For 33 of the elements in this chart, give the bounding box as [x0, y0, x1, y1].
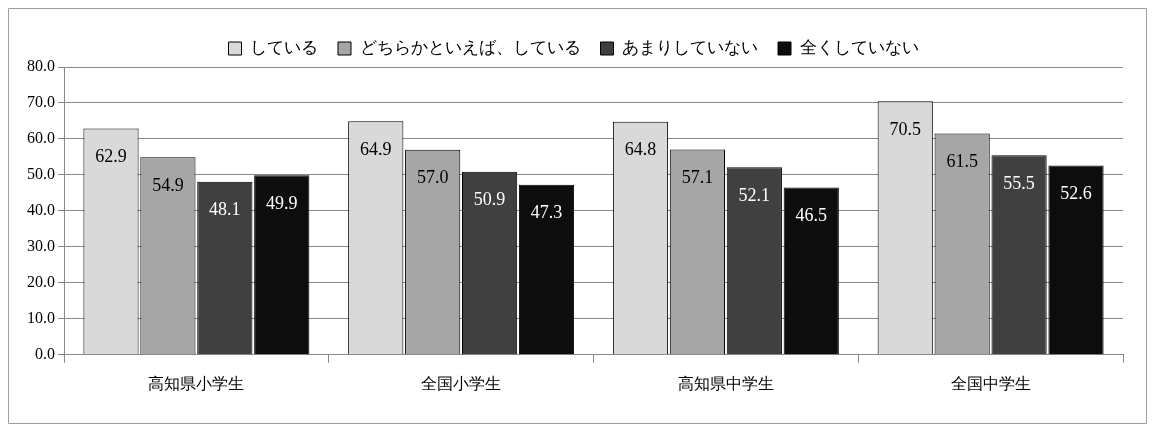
y-tick-label: 0.0 [35, 345, 55, 362]
data-label: 64.8 [624, 139, 657, 160]
y-tick-label: 70.0 [27, 93, 55, 111]
y-tick-label: 30.0 [27, 237, 55, 255]
y-tick-label: 40.0 [27, 201, 55, 219]
y-tick-label: 20.0 [27, 273, 55, 291]
data-label: 64.9 [359, 139, 392, 160]
data-label: 47.3 [530, 202, 563, 223]
legend-label: 全くしていない [799, 37, 919, 57]
data-label: 52.1 [738, 185, 771, 206]
data-label: 70.5 [889, 118, 921, 139]
data-label: 49.9 [266, 193, 298, 214]
data-label: 55.5 [1003, 172, 1035, 193]
data-label: 61.5 [946, 151, 978, 172]
data-label: 46.5 [795, 205, 828, 226]
x-tick-label: 全国小学生 [421, 374, 502, 392]
data-label: 54.9 [152, 175, 184, 196]
data-label: 57.0 [416, 167, 449, 188]
legend-label: している [250, 37, 318, 57]
y-tick-label: 10.0 [27, 309, 55, 327]
legend-label: どちらかといえば、している [359, 37, 581, 57]
data-label: 62.9 [95, 146, 127, 167]
x-tick-label: 高知県小学生 [148, 374, 245, 392]
data-label: 57.1 [681, 167, 714, 188]
x-tick-label: 全国中学生 [950, 374, 1031, 392]
y-tick-label: 50.0 [27, 165, 55, 183]
data-label: 50.9 [473, 189, 506, 210]
legend-label: あまりしていない [622, 37, 758, 57]
data-label: 52.6 [1060, 183, 1092, 204]
data-label: 48.1 [209, 199, 241, 220]
x-tick-label: 高知県中学生 [677, 374, 774, 392]
y-tick-label: 60.0 [27, 129, 55, 147]
y-tick-label: 80.0 [27, 57, 55, 75]
